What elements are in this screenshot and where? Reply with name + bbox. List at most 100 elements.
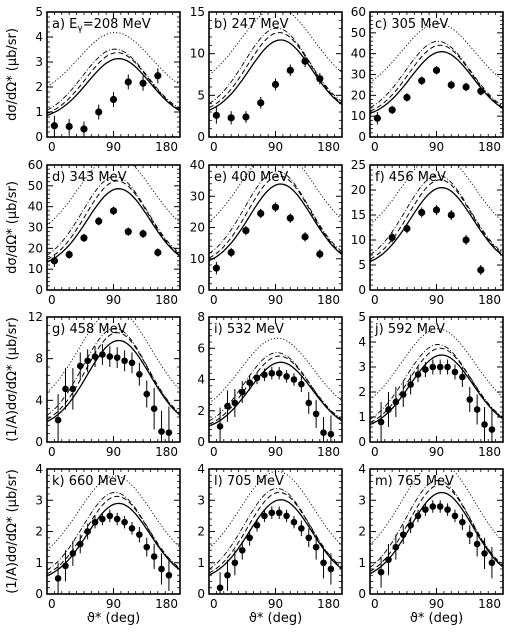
y-axis-label: (1/A)dσ/dΩ* (μb/sr)	[5, 317, 20, 442]
model-curve-1	[47, 175, 180, 256]
y-axis-label: (1/A)dσ/dΩ* (μb/sr)	[5, 469, 20, 594]
y-tick-label: 10	[351, 233, 366, 247]
x-tick-label: 90	[268, 445, 283, 459]
data-point	[143, 543, 151, 551]
data-point	[136, 370, 143, 378]
x-tick-label: 180	[478, 293, 501, 307]
x-axis-label: ϑ* (deg)	[249, 611, 302, 626]
y-tick-label: 5	[358, 258, 366, 272]
data-point	[305, 534, 313, 542]
y-tick-label: 4	[197, 373, 205, 387]
y-tick-label: 10	[190, 47, 205, 61]
y-tick-label: 4	[358, 462, 366, 476]
data-point	[320, 429, 327, 436]
panel-label: l) 705 MeV	[214, 474, 284, 489]
data-point	[95, 108, 103, 116]
data-point	[298, 380, 305, 388]
model-curve-1	[370, 344, 503, 420]
y-tick-label: 0	[35, 587, 43, 601]
data-point	[312, 410, 320, 418]
data-point	[403, 93, 411, 102]
data-point	[466, 396, 474, 403]
data-point	[224, 571, 231, 579]
data-point	[327, 430, 335, 438]
y-tick-label: 20	[190, 221, 205, 235]
y-tick-label: 3	[358, 360, 366, 374]
x-tick-label: 90	[106, 445, 121, 459]
data-point	[216, 423, 224, 430]
y-tick-label: 0	[35, 435, 43, 449]
model-curve-1	[209, 352, 342, 422]
y-tick-label: 1	[35, 556, 43, 570]
data-point	[242, 227, 250, 235]
y-tick-label: 3	[35, 493, 43, 507]
data-point	[212, 111, 220, 119]
data-point	[50, 257, 58, 265]
y-tick-label: 2	[35, 525, 43, 539]
y-tick-label: 10	[28, 262, 43, 276]
x-tick-label: 0	[210, 293, 218, 307]
model-curve-3	[370, 51, 503, 115]
x-tick-label: 90	[106, 140, 121, 154]
data-point	[377, 418, 385, 426]
data-point	[91, 518, 99, 526]
y-tick-label: 0	[358, 283, 366, 297]
model-curve-2	[209, 492, 342, 574]
y-axis-label: dσ/dΩ* (μb/sr)	[5, 181, 20, 274]
data-point	[65, 250, 73, 259]
x-tick-label: 0	[210, 445, 218, 459]
data-point	[62, 562, 69, 570]
data-point	[488, 426, 496, 433]
data-point	[80, 234, 88, 242]
data-point	[301, 57, 309, 65]
model-curve-3	[370, 186, 503, 263]
data-point	[124, 78, 132, 86]
data-point	[95, 217, 103, 225]
data-point	[231, 399, 239, 407]
data-point	[436, 503, 444, 510]
data-point	[271, 203, 280, 211]
panel-label: i) 532 MeV	[214, 322, 284, 337]
y-tick-label: 1	[358, 556, 366, 570]
chart-panel-1: 0 5 10 15 0 90 180 b) 247 MeV	[190, 5, 343, 154]
chart-panel-5: 0 5 10 15 20 25 0 90 180 f) 456 MeV	[351, 158, 504, 307]
y-tick-label: 0	[197, 283, 205, 297]
data-point	[275, 369, 283, 377]
x-tick-label: 0	[48, 293, 56, 307]
data-point	[165, 571, 173, 579]
data-point	[459, 373, 466, 381]
model-curve-1	[370, 174, 503, 256]
x-tick-label: 90	[268, 293, 283, 307]
data-point	[301, 233, 309, 241]
data-point	[462, 236, 470, 244]
data-point	[150, 405, 158, 412]
x-axis-label: ϑ* (deg)	[410, 611, 463, 626]
y-tick-label: 20	[351, 88, 366, 102]
data-point	[76, 540, 84, 548]
model-curve-0	[209, 337, 342, 404]
data-point	[305, 399, 313, 407]
y-tick-label: 30	[28, 221, 43, 235]
y-tick-label: 0	[358, 435, 366, 449]
data-point	[69, 550, 77, 557]
x-tick-label: 180	[317, 293, 340, 307]
data-point	[50, 122, 58, 130]
data-point	[459, 518, 466, 526]
data-point	[407, 381, 414, 388]
data-point	[257, 99, 265, 107]
data-point	[399, 531, 407, 538]
data-point	[76, 362, 84, 370]
panel-label: g) 458 MeV	[52, 322, 127, 337]
data-point	[121, 357, 128, 365]
data-point	[212, 264, 220, 272]
chart-panel-10: 0 1 2 3 4 0 90 180 l) 705 MeV	[197, 462, 343, 611]
data-point	[154, 72, 162, 80]
panel-label: a) Eγ=208 MeV	[52, 17, 151, 34]
y-tick-label: 15	[190, 5, 205, 19]
model-curve-1	[209, 170, 342, 255]
x-tick-label: 90	[429, 140, 444, 154]
data-point	[227, 248, 235, 257]
data-point	[385, 556, 392, 563]
y-tick-label: 5	[358, 310, 366, 324]
data-point	[136, 531, 143, 538]
